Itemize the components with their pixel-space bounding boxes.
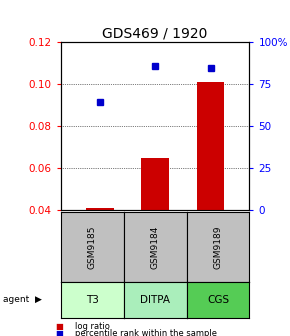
Text: ■: ■ bbox=[55, 329, 63, 336]
Text: CGS: CGS bbox=[207, 295, 229, 305]
Text: GSM9185: GSM9185 bbox=[88, 225, 97, 269]
Bar bbox=[197, 82, 224, 210]
Text: T3: T3 bbox=[86, 295, 99, 305]
Text: ■: ■ bbox=[55, 322, 63, 331]
Text: GSM9184: GSM9184 bbox=[151, 225, 160, 269]
Text: GSM9189: GSM9189 bbox=[213, 225, 222, 269]
Bar bbox=[141, 158, 169, 210]
Text: agent  ▶: agent ▶ bbox=[3, 295, 42, 304]
Bar bbox=[86, 208, 114, 210]
Text: log ratio: log ratio bbox=[75, 322, 110, 331]
Text: percentile rank within the sample: percentile rank within the sample bbox=[75, 329, 218, 336]
Title: GDS469 / 1920: GDS469 / 1920 bbox=[102, 27, 208, 41]
Text: DITPA: DITPA bbox=[140, 295, 170, 305]
